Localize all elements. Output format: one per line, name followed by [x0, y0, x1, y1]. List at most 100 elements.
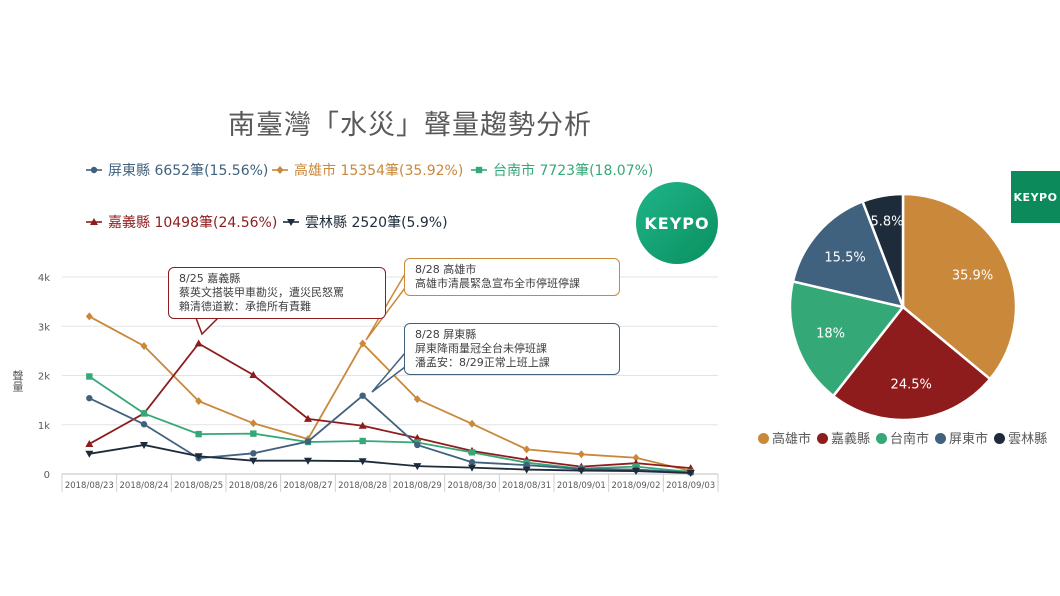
data-point	[522, 466, 531, 474]
pie-legend-swatch	[994, 433, 1006, 444]
x-tick-label: 2018/08/26	[229, 481, 278, 491]
y-tick-label: 1k	[38, 421, 50, 432]
callout-line: 8/28 屏東縣	[415, 328, 477, 341]
x-tick-label: 2018/08/25	[174, 481, 223, 491]
data-point	[413, 395, 421, 404]
callout-line: 高雄市清晨緊急宣布全市停班停課	[415, 277, 580, 290]
pie-legend-item: 雲林縣	[994, 428, 1047, 447]
data-point	[359, 392, 366, 399]
data-point	[140, 441, 148, 449]
pie-legend-item: 屏東市	[935, 428, 988, 447]
data-point	[468, 458, 476, 466]
data-point	[468, 419, 476, 428]
pie-legend-label: 台南市	[890, 432, 930, 447]
data-point	[577, 450, 585, 459]
data-point	[249, 457, 258, 465]
pie-chart-legend: 高雄市 嘉義縣 台南市 屏東市 雲林縣	[758, 428, 1047, 447]
annotation-callout: 8/25 嘉義縣 蔡英文搭裝甲車勘災，遭災民怒罵 賴清德道歉：承擔所有責難	[168, 267, 386, 319]
legend-label: 屏東縣 6652筆(15.56%)	[108, 163, 269, 179]
y-axis-label: 聲量	[11, 370, 24, 392]
pie-legend-swatch	[817, 433, 829, 444]
data-point	[414, 441, 421, 449]
data-point	[577, 467, 586, 475]
pie-legend-label: 雲林縣	[1008, 432, 1048, 447]
data-point	[358, 421, 367, 429]
legend-marker	[90, 166, 98, 174]
pie-legend-item: 嘉義縣	[817, 428, 870, 447]
series-line	[88, 394, 691, 474]
legend-marker-icon	[86, 166, 102, 174]
legend-marker	[475, 166, 483, 174]
legend-marker-icon	[283, 219, 299, 226]
legend-item: 台南市 7723筆(18.07%)	[471, 160, 653, 180]
pie-legend-label: 嘉義縣	[831, 432, 871, 447]
y-tick-label: 3k	[38, 322, 50, 333]
data-point	[250, 450, 257, 457]
data-point	[140, 410, 148, 417]
x-tick-label: 2018/08/23	[65, 481, 114, 491]
keypo-logo-circle: KEYPO	[636, 182, 718, 264]
data-point	[686, 470, 695, 478]
pie-legend-item: 高雄市	[758, 428, 811, 447]
legend-marker-icon	[86, 218, 102, 225]
data-point	[632, 453, 640, 462]
series-line	[88, 375, 691, 473]
data-point	[359, 437, 366, 445]
legend-item: 高雄市 15354筆(35.92%)	[272, 160, 463, 180]
callout-line: 賴清德道歉：承擔所有責難	[179, 300, 311, 313]
legend-label: 嘉義縣 10498筆(24.56%)	[108, 215, 278, 231]
data-point	[468, 449, 476, 456]
data-point	[304, 438, 312, 445]
x-tick-label: 2018/08/27	[284, 481, 333, 491]
data-point	[523, 445, 531, 454]
pie-legend-label: 屏東市	[949, 432, 989, 447]
data-point	[195, 430, 202, 438]
annotation-callout: 8/28 屏東縣 屏東降雨量冠全台未停班課 潘孟安：8/29正常上班上課	[404, 323, 620, 375]
data-point	[304, 457, 312, 465]
legend-marker	[90, 218, 98, 225]
data-point	[85, 439, 94, 447]
legend-item: 雲林縣 2520筆(5.9%)	[283, 212, 448, 232]
pie-legend-swatch	[935, 433, 947, 444]
callout-line: 8/25 嘉義縣	[179, 272, 241, 285]
pie-legend-swatch	[758, 433, 769, 444]
data-point	[359, 339, 367, 348]
x-tick-label: 2018/08/30	[448, 481, 497, 491]
data-point	[304, 414, 312, 422]
pie-legend-swatch	[876, 433, 888, 444]
data-point	[85, 450, 94, 458]
data-point	[194, 339, 203, 347]
x-tick-label: 2018/08/29	[393, 481, 442, 491]
data-point	[85, 312, 93, 321]
legend-label: 雲林縣 2520筆(5.9%)	[305, 215, 448, 231]
legend-label: 高雄市 15354筆(35.92%)	[294, 163, 464, 179]
data-point	[632, 468, 640, 476]
x-tick-label: 2018/09/02	[612, 481, 661, 491]
legend-item: 嘉義縣 10498筆(24.56%)	[86, 212, 277, 232]
data-point	[86, 373, 93, 380]
x-tick-label: 2018/08/28	[338, 481, 387, 491]
x-tick-label: 2018/09/03	[666, 481, 715, 491]
callout-line: 蔡英文搭裝甲車勘災，遭災民怒罵	[179, 286, 344, 299]
keypo-logo-square: KEYPO	[1011, 171, 1060, 223]
data-point	[194, 453, 203, 461]
callout-line: 潘孟安：8/29正常上班上課	[415, 356, 550, 369]
y-tick-label: 4k	[38, 273, 50, 284]
annotation-callout: 8/28 高雄市 高雄市清晨緊急宣布全市停班停課	[404, 258, 620, 296]
data-point	[195, 397, 203, 406]
data-point	[250, 430, 257, 437]
x-tick-label: 2018/08/31	[502, 481, 551, 491]
data-point	[86, 394, 93, 402]
y-tick-label: 0	[44, 470, 50, 481]
data-point	[413, 463, 422, 471]
legend-marker-icon	[272, 166, 288, 174]
data-point	[140, 341, 148, 350]
data-point	[249, 371, 258, 379]
page-title: 南臺灣「水災」聲量趨勢分析	[228, 110, 592, 141]
pie-legend-item: 台南市	[876, 428, 929, 447]
pie-legend-label: 高雄市	[772, 432, 812, 447]
data-point	[140, 421, 148, 428]
legend-marker	[276, 166, 284, 174]
series-line	[88, 342, 691, 469]
